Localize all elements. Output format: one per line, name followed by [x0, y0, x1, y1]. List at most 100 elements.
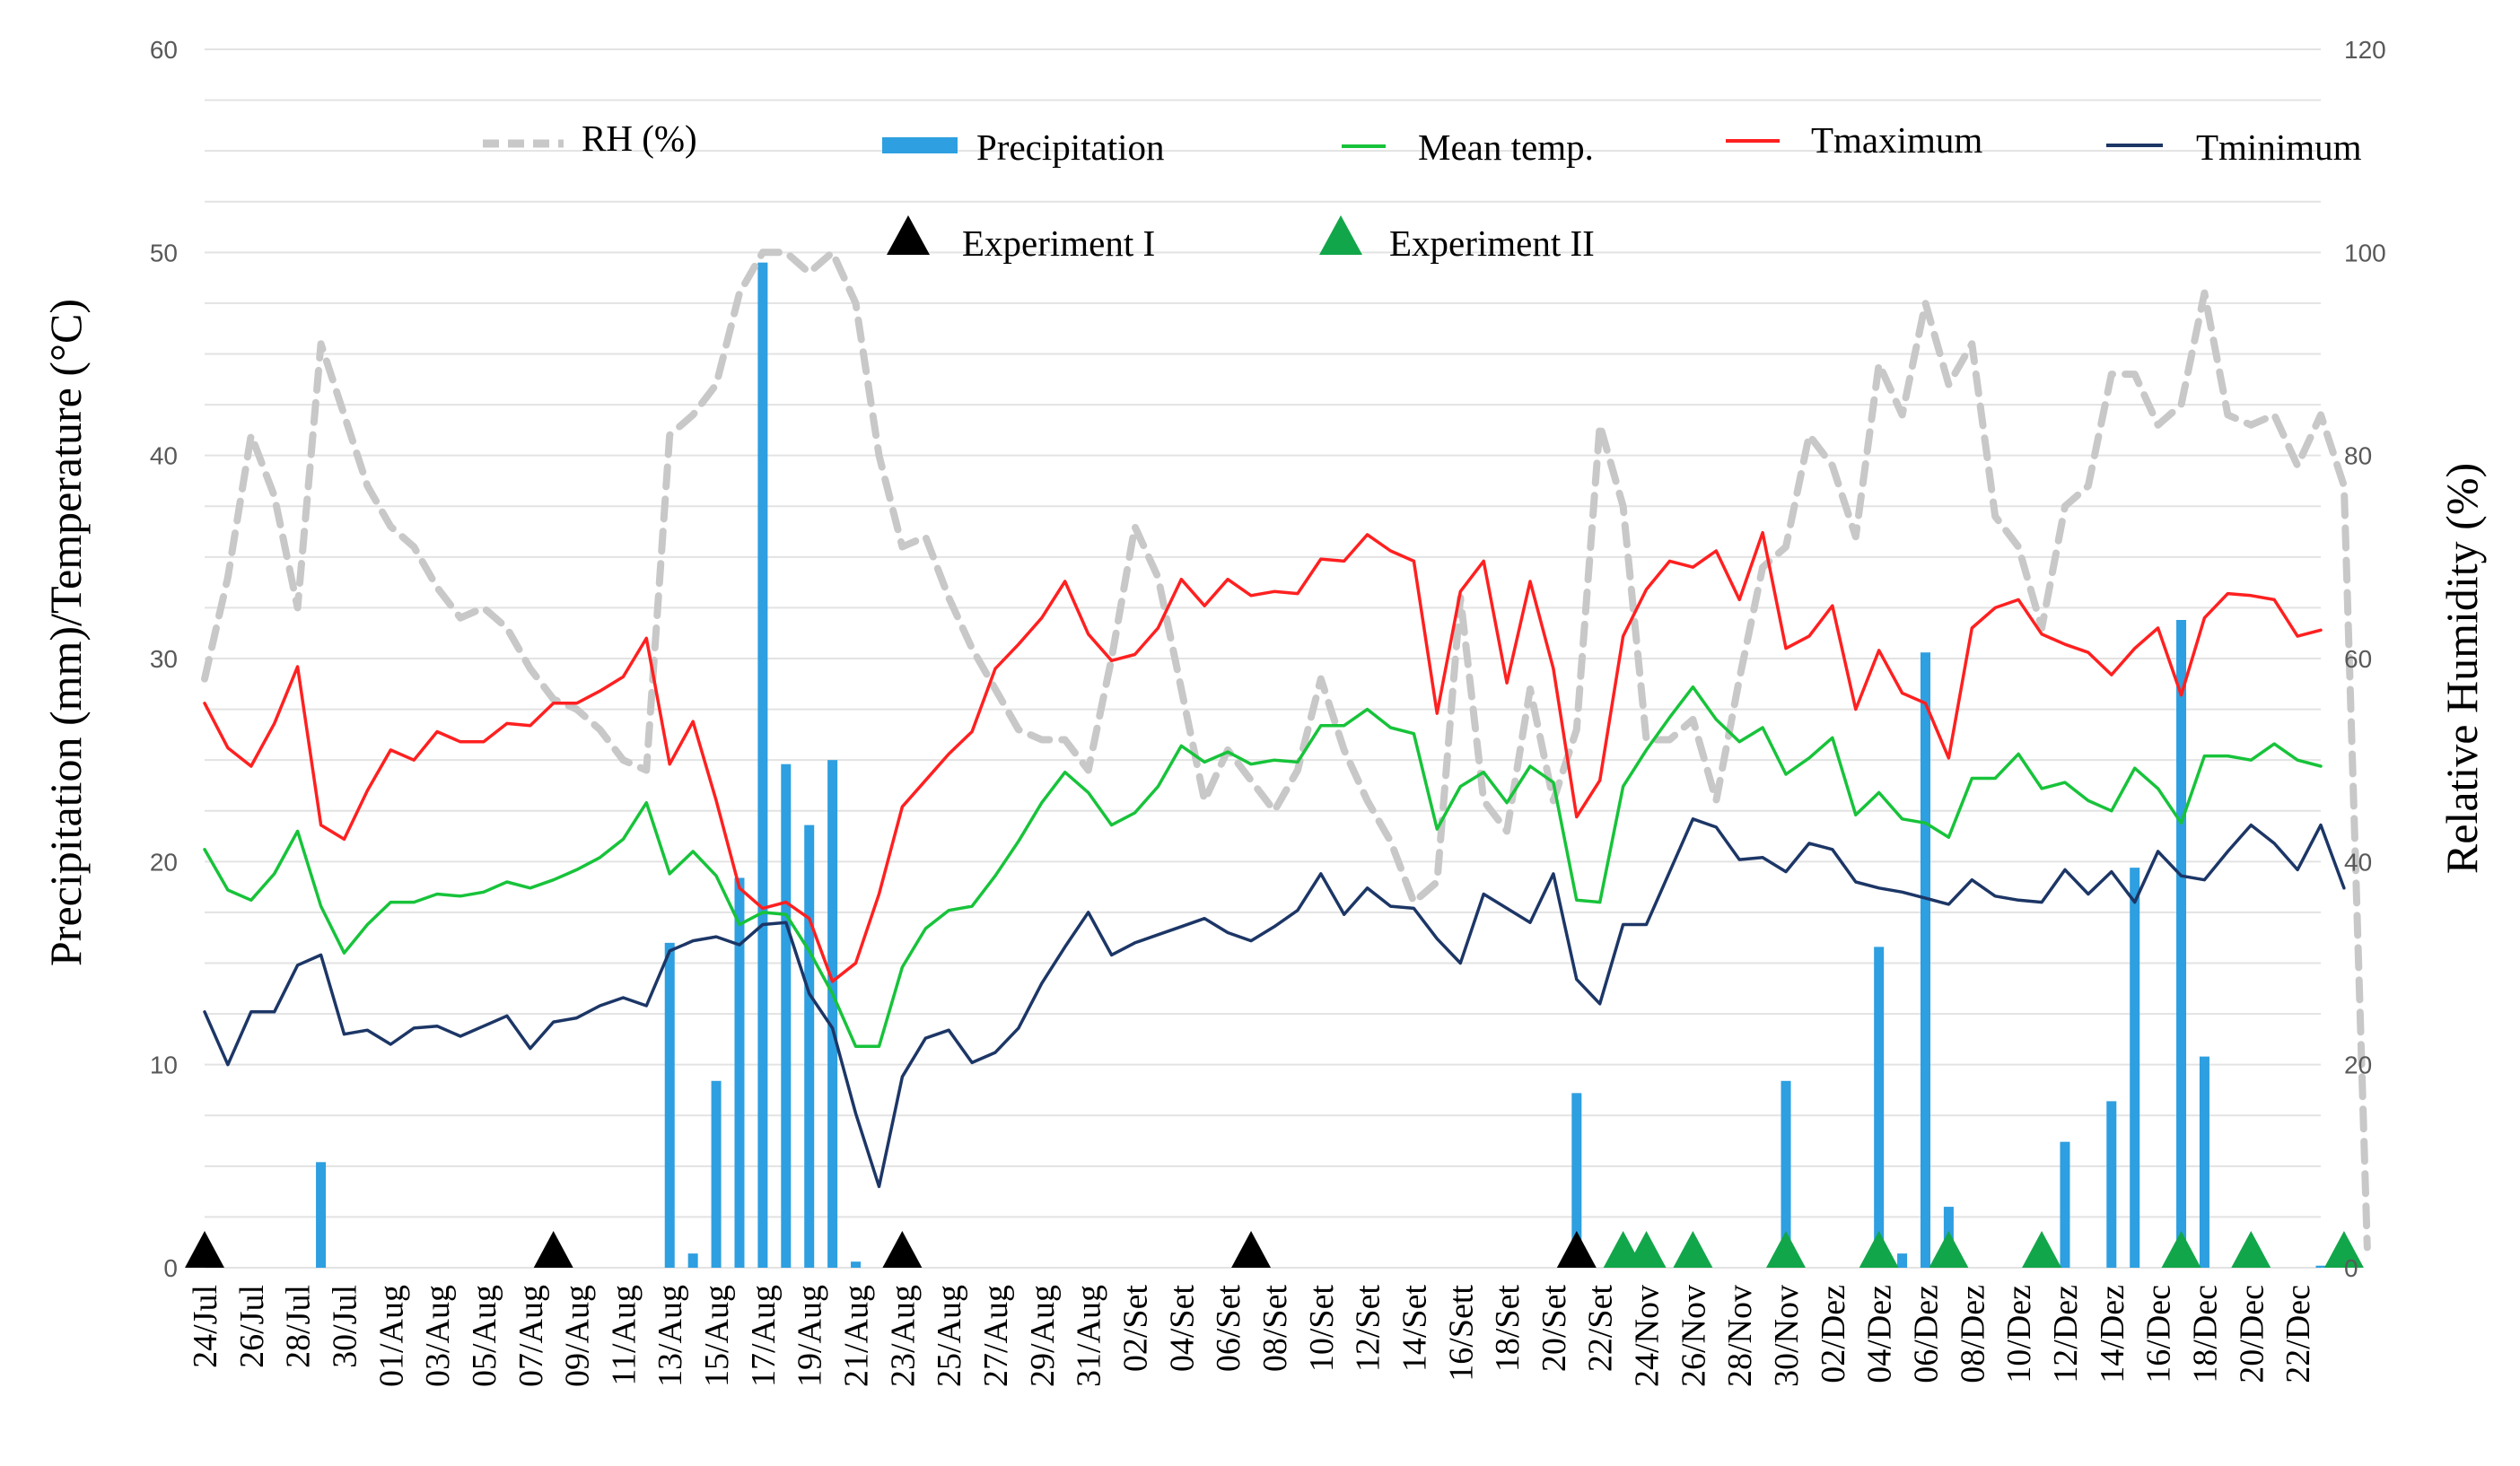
x-tick-label: 28/Nov	[1721, 1285, 1759, 1387]
tmax-line	[203, 530, 2323, 983]
x-tick-label: 24/Nov	[1629, 1285, 1667, 1387]
x-tick-label: 21/Aug	[838, 1285, 876, 1387]
x-tick-label: 02/Set	[1116, 1285, 1154, 1373]
y-tick-label-right: 60	[2344, 645, 2372, 673]
x-tick-label: 29/Aug	[1024, 1285, 1062, 1387]
x-tick-label: 23/Aug	[884, 1285, 922, 1387]
y-tick-label-left: 60	[150, 36, 178, 64]
x-tick-label: 26/Jul	[233, 1285, 271, 1368]
x-tick-label: 15/Aug	[698, 1285, 736, 1387]
precipitation-bar	[734, 877, 745, 1268]
legend-exp2-label: Experiment II	[1389, 223, 1595, 264]
legend-mean-temp-label: Mean temp.	[1418, 127, 1594, 168]
legend-precipitation-swatch	[882, 137, 958, 153]
y-tick-label-left: 40	[150, 442, 178, 470]
experiment-1-marker	[882, 1231, 923, 1268]
x-tick-label: 03/Aug	[419, 1285, 457, 1387]
x-tick-label: 22/Set	[1582, 1285, 1620, 1373]
legend-exp2-marker	[1319, 215, 1362, 255]
experiment-1-marker	[533, 1231, 573, 1268]
experiment-2-marker	[1766, 1231, 1807, 1268]
experiment-2-marker	[1626, 1231, 1667, 1268]
y-tick-label-right: 0	[2344, 1254, 2358, 1282]
precipitation-bar	[757, 262, 768, 1268]
precipitation-bar	[711, 1080, 722, 1268]
mean-temp-line	[203, 685, 2323, 1049]
experiment-1-marker	[1556, 1231, 1597, 1268]
precipitation-bar	[2199, 1056, 2209, 1268]
y-axis-title-right: Relative Humidity (%)	[2437, 463, 2487, 874]
x-tick-label: 04/Set	[1163, 1285, 1201, 1373]
experiment-1-marker	[1231, 1231, 1272, 1268]
x-tick-label: 07/Aug	[512, 1285, 550, 1387]
x-tick-label: 30/Nov	[1768, 1285, 1806, 1387]
x-tick-label: 13/Aug	[652, 1285, 689, 1387]
precipitation-bar	[1920, 652, 1930, 1268]
x-tick-label: 24/Jul	[187, 1285, 224, 1368]
experiment-2-marker	[1673, 1231, 1713, 1268]
experiment-2-marker	[2161, 1231, 2201, 1268]
y-tick-label-left: 50	[150, 239, 178, 266]
precipitation-bar	[316, 1162, 327, 1268]
y-tick-label-right: 40	[2344, 848, 2372, 876]
series-lines	[201, 249, 2371, 1252]
x-tick-label: 20/Dec	[2233, 1285, 2271, 1383]
precipitation-bar	[1874, 947, 1885, 1268]
precipitation-bar	[2176, 619, 2187, 1268]
x-tick-label: 27/Aug	[977, 1285, 1015, 1387]
x-tick-label: 02/Dez	[1815, 1285, 1852, 1383]
rh-line	[201, 249, 2371, 1252]
x-tick-label: 10/Set	[1303, 1285, 1341, 1373]
x-tick-label: 17/Aug	[745, 1285, 783, 1387]
y-tick-label-right: 120	[2344, 36, 2386, 64]
y-tick-label-right: 100	[2344, 239, 2386, 266]
x-tick-label: 16/Sett	[1442, 1285, 1480, 1382]
x-tick-label: 31/Aug	[1071, 1285, 1108, 1387]
tmin-line	[203, 817, 2346, 1189]
y-tick-label-left: 20	[150, 848, 178, 876]
x-tick-label: 18/Set	[1489, 1285, 1527, 1373]
axes: 0 10 20 30 40 50 60 0 20 40 60 80 100 120 24/Jul 26/Jul…	[150, 36, 2386, 1387]
precipitation-bar	[804, 825, 815, 1268]
x-tick-label: 16/Dec	[2140, 1285, 2178, 1383]
precipitation-bar	[2315, 1265, 2326, 1268]
y-tick-label-left: 0	[163, 1254, 178, 1282]
x-tick-label: 14/Dez	[2094, 1285, 2131, 1383]
precipitation-bar	[2106, 1101, 2117, 1268]
x-tick-label: 28/Jul	[280, 1285, 318, 1368]
x-tick-label: 01/Aug	[372, 1285, 410, 1387]
x-tick-label: 06/Dez	[1907, 1285, 1945, 1383]
experiment-2-marker	[1859, 1231, 1899, 1268]
precipitation-bar	[687, 1253, 698, 1268]
x-tick-label: 26/Nov	[1675, 1285, 1712, 1387]
experiment-2-marker	[1929, 1231, 1969, 1268]
legend: RH (%) Precipitation Mean temp. Tmaximum…	[483, 118, 2362, 264]
x-tick-label: 10/Dez	[2000, 1285, 2038, 1383]
legend-exp1-marker	[887, 215, 930, 255]
experiment-1-marker	[185, 1231, 224, 1268]
x-tick-label: 18/Dec	[2186, 1285, 2224, 1383]
legend-tmin-label: Tminimum	[2196, 127, 2362, 168]
y-tick-label-right: 20	[2344, 1052, 2372, 1079]
experiment-2-marker	[2022, 1231, 2062, 1268]
x-tick-label: 12/Dez	[2047, 1285, 2085, 1383]
x-tick-label: 30/Jul	[326, 1285, 363, 1368]
precipitation-bar	[2130, 868, 2140, 1268]
x-tick-label: 08/Set	[1256, 1285, 1294, 1373]
x-tick-label: 20/Set	[1536, 1285, 1573, 1373]
x-tick-label: 12/Set	[1350, 1285, 1387, 1373]
precipitation-bar	[827, 760, 838, 1268]
precipitation-bar	[851, 1261, 862, 1268]
experiment-2-marker	[2231, 1231, 2271, 1268]
precipitation-bar	[1781, 1080, 1791, 1268]
x-tick-label: 08/Dez	[1954, 1285, 1991, 1383]
x-tick-label: 09/Aug	[559, 1285, 597, 1387]
legend-tmax-label: Tmaximum	[1811, 119, 1982, 161]
legend-precipitation-label: Precipitation	[976, 127, 1165, 168]
precipitation-bar	[1571, 1093, 1582, 1268]
legend-rh-label: RH (%)	[582, 118, 697, 159]
x-tick-label: 19/Aug	[792, 1285, 829, 1387]
precipitation-bar	[664, 942, 675, 1268]
